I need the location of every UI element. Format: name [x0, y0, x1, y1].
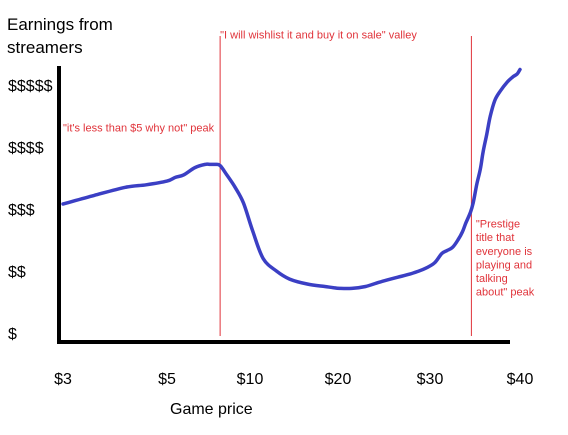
x-tick-label-3: $10	[237, 371, 264, 388]
y-tick-label-3: $$$	[8, 202, 35, 219]
y-axis-label-line2: streamers	[7, 38, 83, 57]
annotation-2: "I will wishlist it and buy it on sale" …	[220, 30, 417, 42]
x-axis-label: Game price	[170, 401, 253, 418]
series-line-1	[61, 67, 522, 291]
annotations-layer: "it's less than $5 why not" peak "I will …	[63, 30, 535, 299]
x-tick-label-2: $5	[158, 371, 176, 388]
x-tick-label-1: $3	[54, 371, 72, 388]
y-tick-label-2: $$	[8, 264, 26, 281]
annotation-1: "it's less than $5 why not" peak	[63, 123, 215, 135]
x-ticks-layer: $3 $5 $10 $20 $30 $40	[54, 371, 533, 388]
y-tick-label-4: $$$$	[8, 140, 44, 157]
series-layer	[61, 67, 522, 291]
y-axis-label-line1: Earnings from	[7, 15, 113, 34]
y-tick-label-1: $	[8, 326, 17, 343]
x-tick-label-6: $40	[507, 371, 534, 388]
annotation-3: "Prestige title that everyone is playing an…	[476, 219, 535, 299]
vlines-layer	[219, 36, 472, 336]
y-tick-label-5: $$$$$	[8, 78, 53, 95]
x-tick-label-5: $30	[417, 371, 444, 388]
x-tick-label-4: $20	[325, 371, 352, 388]
y-ticks-layer: $$$$$$$$$$$$$$$	[8, 78, 53, 343]
